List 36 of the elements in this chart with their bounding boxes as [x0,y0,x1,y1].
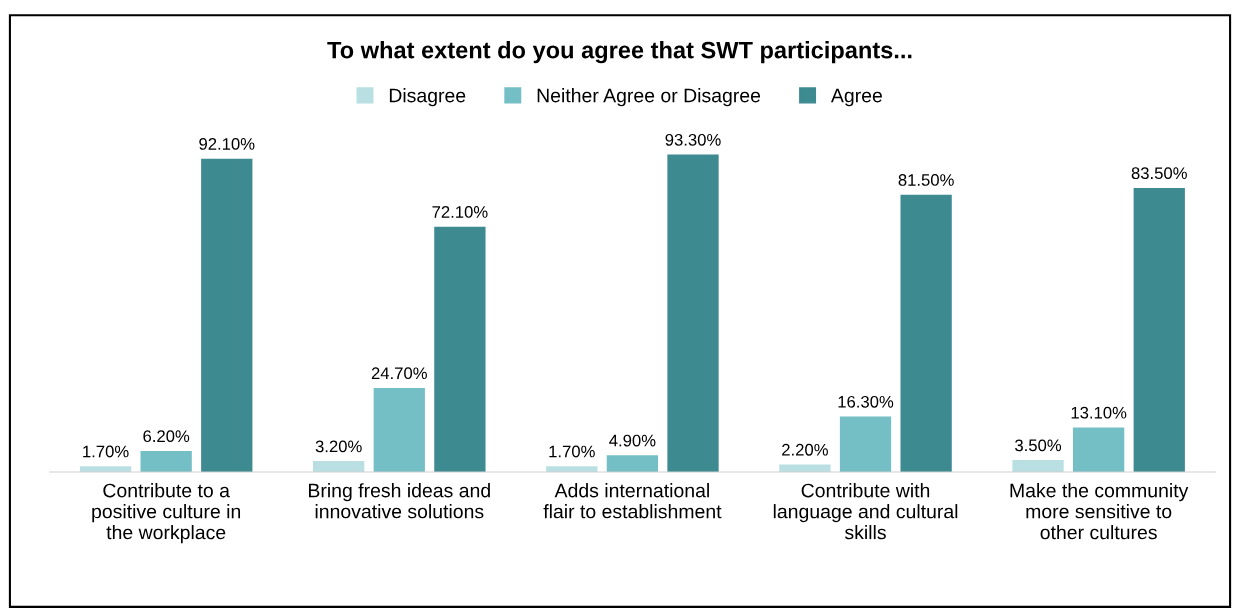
bar [606,455,659,473]
bar [201,158,253,473]
x-tick-label: Bring fresh ideas and innovative solutions [309,483,490,519]
legend-label: Agree [830,88,882,107]
bar [434,226,486,473]
bar [839,416,892,473]
data-label: 4.90% [609,434,656,447]
bar [667,154,719,473]
bar [373,387,425,473]
data-label: 93.30% [665,133,721,146]
data-label: 1.70% [83,445,129,458]
bar [1012,460,1064,473]
data-label: 81.50% [898,174,954,186]
bar [1133,187,1185,473]
data-label: 1.70% [549,445,595,458]
x-tick-label: Contribute to a positive culture in the workplace [92,483,241,544]
bar [900,194,952,473]
bar [1073,427,1125,473]
data-label: 83.50% [1131,167,1187,180]
data-label: 24.70% [371,367,427,380]
data-label: 3.50% [1015,439,1062,452]
data-label: 2.20% [782,443,828,456]
chart-title: To what extent do you agree that SWT participants... [327,41,912,64]
legend-label: Neither Agree or Disagree [537,88,761,107]
data-label: 16.30% [838,395,894,408]
data-label: 92.10% [199,137,255,150]
x-tick-label: Contribute with language and cultural skills [773,483,958,540]
data-label: 3.20% [315,440,362,453]
bar [140,450,192,473]
data-label: 6.20% [143,430,190,443]
x-tick-label: Make the community more sensitive to other cultures [1010,483,1189,540]
data-label: 13.10% [1071,406,1127,419]
legend-label: Disagree [389,88,466,107]
data-label: 72.10% [432,206,488,218]
x-tick-label: Adds international flair to establishment [543,483,722,519]
bar [313,461,365,473]
